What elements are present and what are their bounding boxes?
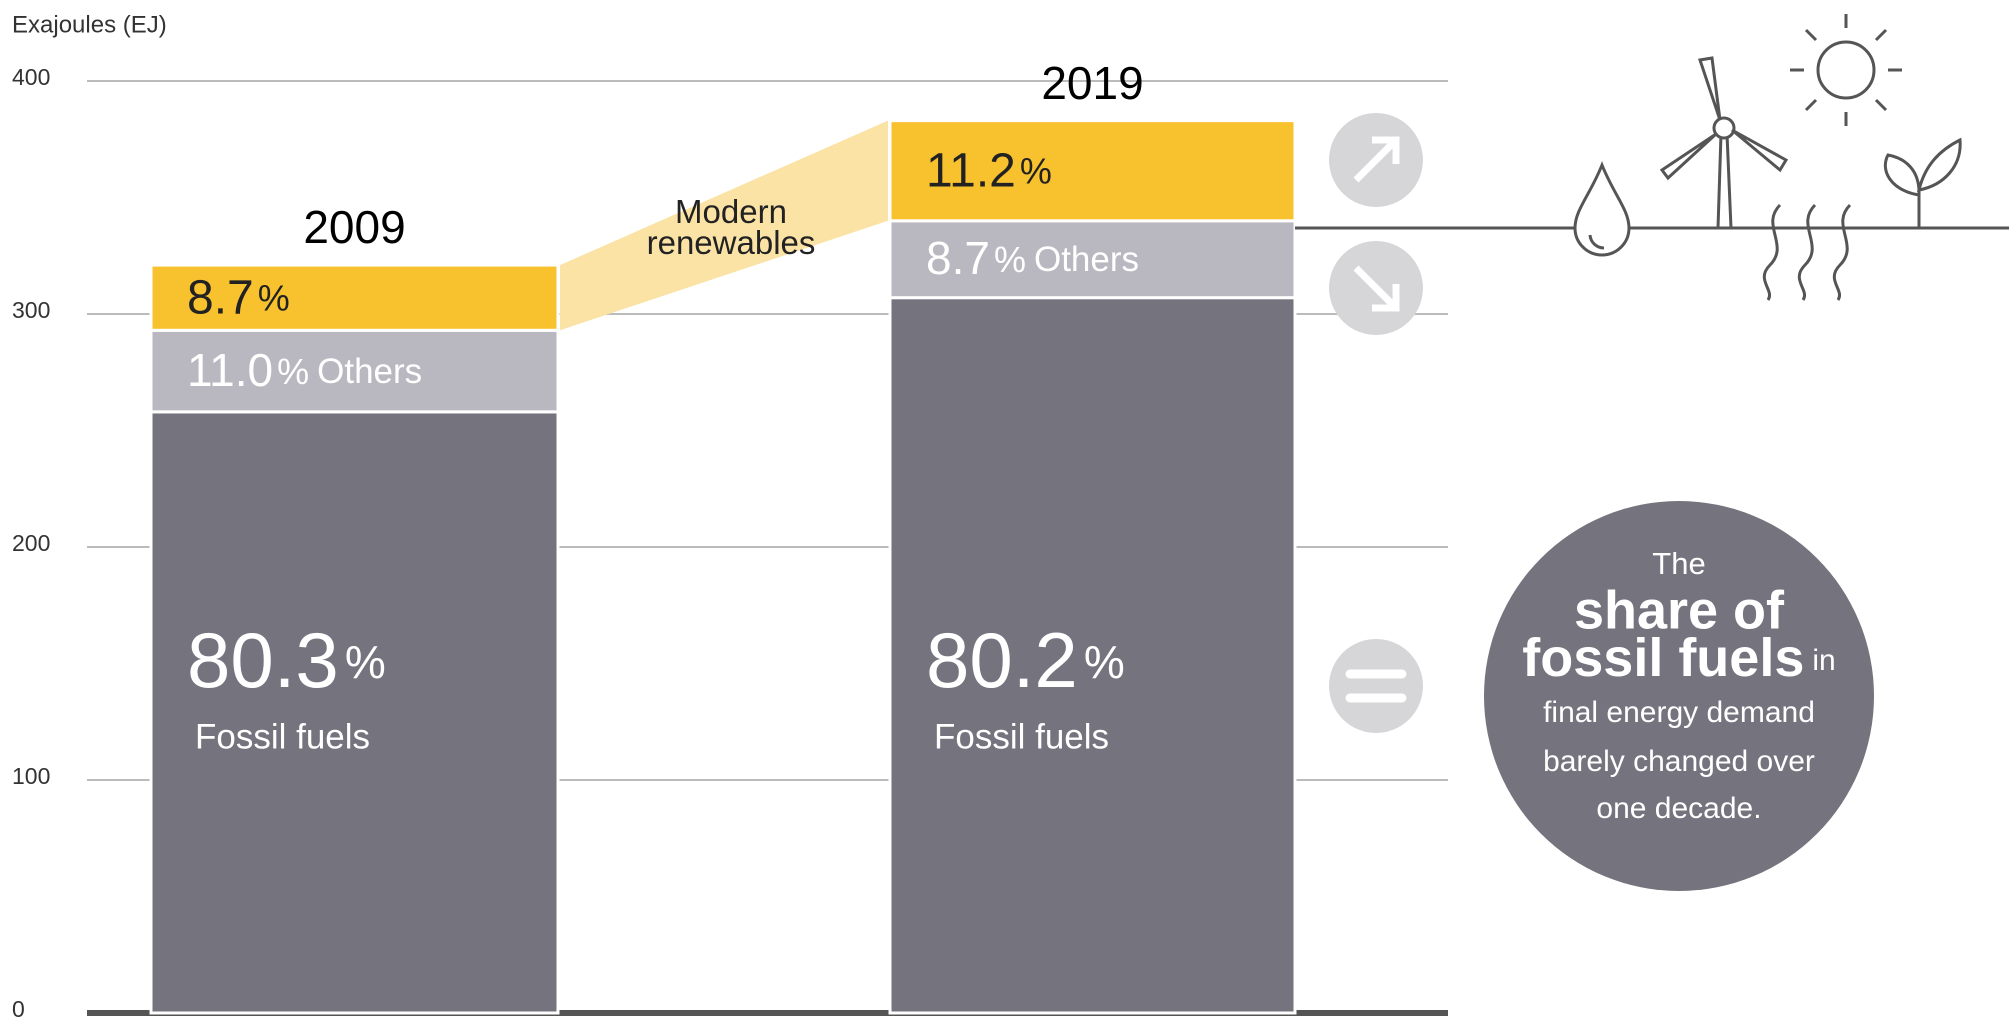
message-text: fossil fuels (1522, 628, 1804, 688)
share-unit: % (277, 351, 309, 392)
share-value: 8.7 (187, 271, 254, 324)
category-label: 2009 (303, 201, 405, 253)
message-text: in (1812, 644, 1835, 677)
renewables-label: Modern renewables (621, 196, 841, 259)
bar-segment (151, 412, 558, 1013)
share-unit: % (1084, 636, 1125, 688)
message-text: one decade. (1596, 792, 1761, 825)
segment-name: Others (1034, 240, 1139, 279)
category-label: 2019 (1041, 57, 1143, 109)
share-value: 8.7 (926, 232, 990, 284)
page: {"chart_data": {"type": "stacked_bar", "… (0, 0, 2009, 1021)
share-label: 11.0%Others (187, 344, 422, 396)
share-value: 80.3 (187, 616, 339, 704)
chart: 0 100 200 300 400 2009 2019 80.3% Fossil fuels 1… (0, 0, 2009, 1021)
y-tick-label: 400 (12, 64, 50, 90)
share-label: 11.2% (926, 144, 1052, 197)
share-unit: % (1020, 150, 1052, 191)
y-tick-label: 300 (12, 297, 50, 323)
y-tick-label: 200 (12, 530, 50, 556)
share-label: 8.7% (187, 271, 290, 324)
y-tick-label: 0 (12, 996, 25, 1021)
share-unit: % (258, 277, 290, 318)
share-value: 80.2 (926, 616, 1078, 704)
segment-name: Fossil fuels (934, 717, 1109, 756)
segment-name: Others (317, 352, 422, 391)
share-unit: % (994, 239, 1026, 280)
y-tick-label: 100 (12, 763, 50, 789)
message-text: The (1652, 546, 1705, 581)
message-text: final energy demand (1543, 696, 1815, 729)
share-unit: % (345, 636, 386, 688)
trend-icons (1329, 113, 1423, 733)
message-text: barely changed over (1543, 745, 1815, 778)
segment-name: Fossil fuels (195, 717, 370, 756)
y-axis-label: Exajoules (EJ) (12, 11, 167, 38)
share-value: 11.2 (926, 144, 1016, 197)
share-value: 11.0 (187, 344, 273, 396)
